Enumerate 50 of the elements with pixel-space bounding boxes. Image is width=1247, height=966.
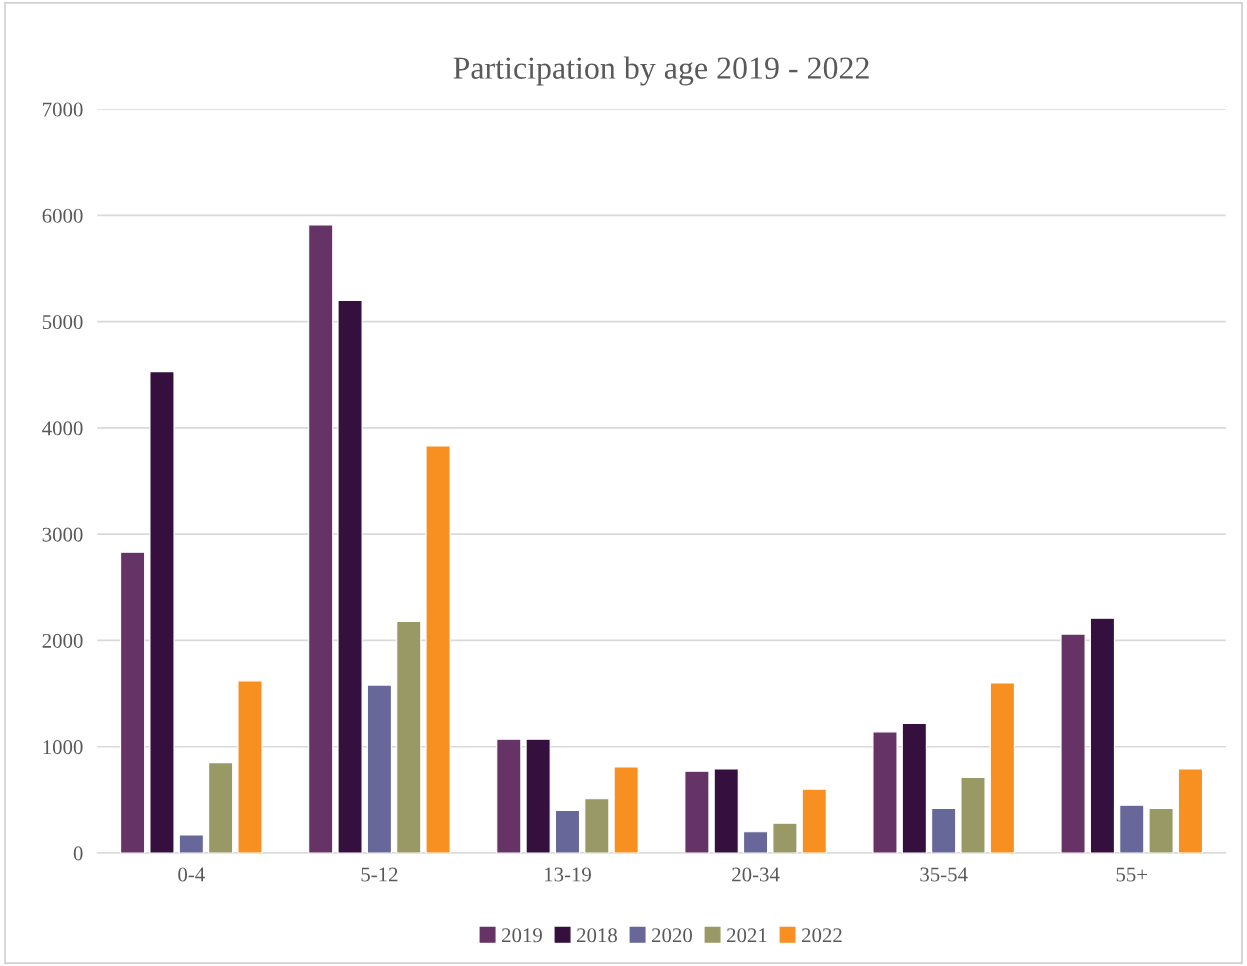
bar [337,299,363,853]
bar [772,822,798,853]
x-tick-label: 5-12 [361,867,398,882]
bar [525,738,551,853]
bar [120,551,146,853]
bar [1148,807,1174,853]
bar [149,371,175,853]
bar [496,738,522,853]
bar [713,768,739,853]
x-tick-label: 35-54 [920,867,968,882]
legend-label: 2021 [727,928,767,943]
bar [1060,633,1086,853]
bar [208,762,234,853]
bar [960,776,986,853]
bar [178,834,204,853]
legend-label: 2018 [577,928,617,943]
bar [396,620,422,853]
y-tick-label: 6000 [42,208,83,223]
legend-label: 2022 [802,928,842,943]
bar [237,680,263,853]
legend-label: 2019 [502,928,542,943]
bar [801,788,827,853]
y-tick-label: 2000 [42,633,83,648]
bar [308,224,334,853]
bar [1177,768,1204,853]
bar [684,770,710,853]
bar [584,798,610,853]
y-tick-label: 0 [73,846,83,861]
y-tick-label: 4000 [42,421,83,436]
y-tick-label: 7000 [43,102,83,117]
bar [1119,804,1145,853]
x-tick-label: 13-19 [545,867,591,882]
y-tick-label: 3000 [42,527,83,542]
bar [931,807,957,853]
bar [901,722,927,853]
bar [366,684,392,853]
bar [613,766,639,853]
bar [872,731,898,853]
x-tick-label: 0-4 [178,867,205,882]
bar [425,445,451,853]
x-tick-label: 55+ [1116,867,1148,882]
bar [554,809,581,853]
bar [742,831,769,853]
y-tick-label: 5000 [42,315,83,330]
legend-label: 2020 [652,928,692,943]
y-tick-label: 1000 [43,740,83,755]
bar [1089,617,1115,853]
bar [989,682,1015,853]
chart-title: Participation by age 2019 - 2022 [453,56,869,86]
x-tick-label: 20-34 [732,867,780,882]
